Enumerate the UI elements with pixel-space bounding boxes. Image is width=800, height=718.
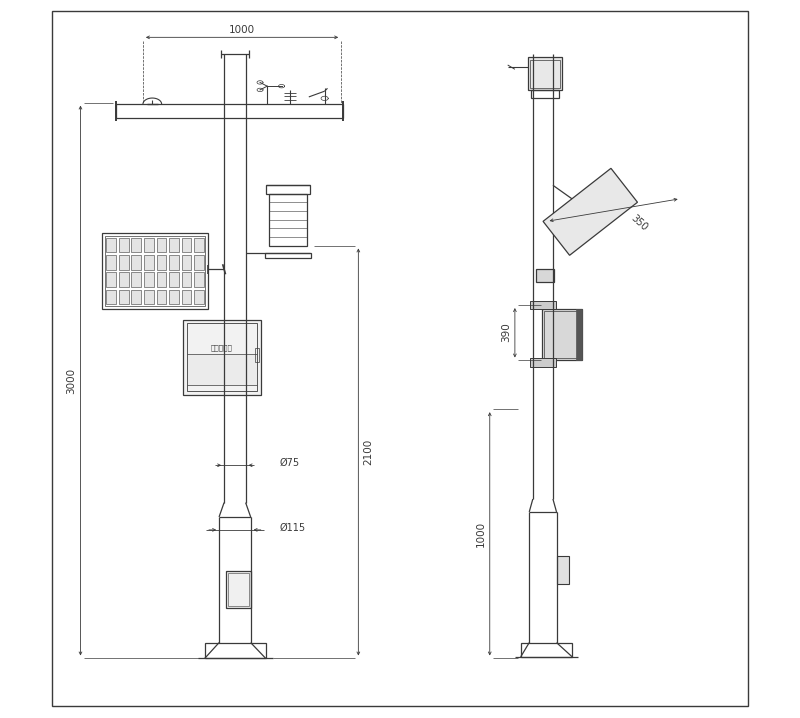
Polygon shape — [543, 168, 638, 256]
Bar — [144, 255, 154, 269]
Bar — [119, 272, 129, 287]
Text: 环境监测站: 环境监测站 — [211, 345, 233, 352]
Bar — [144, 290, 154, 304]
Bar — [131, 290, 141, 304]
Bar — [157, 255, 166, 269]
Bar — [265, 253, 311, 258]
Bar — [255, 348, 258, 362]
Bar — [530, 301, 556, 309]
Bar — [194, 290, 204, 304]
Bar — [169, 290, 179, 304]
Bar — [105, 236, 206, 306]
Bar — [186, 354, 257, 385]
Bar — [102, 233, 208, 309]
Bar — [270, 194, 306, 246]
Bar — [186, 323, 257, 391]
Bar — [528, 57, 562, 90]
Bar — [144, 272, 154, 287]
Bar — [530, 60, 560, 88]
Bar — [119, 238, 129, 252]
Bar — [205, 643, 266, 658]
Bar — [157, 238, 166, 252]
Bar — [228, 573, 250, 606]
Bar — [144, 238, 154, 252]
Bar — [183, 320, 261, 395]
Bar — [169, 272, 179, 287]
Bar — [531, 90, 558, 98]
Text: 2100: 2100 — [363, 439, 374, 465]
Bar — [182, 272, 191, 287]
Bar — [182, 255, 191, 269]
Text: 1000: 1000 — [475, 521, 486, 546]
Bar — [537, 269, 554, 282]
Bar — [119, 290, 129, 304]
Text: Ø75: Ø75 — [279, 458, 299, 468]
Bar — [576, 309, 582, 360]
Bar — [194, 272, 204, 287]
Bar — [182, 238, 191, 252]
Bar — [106, 238, 116, 252]
Text: 3000: 3000 — [66, 368, 76, 393]
Bar — [157, 272, 166, 287]
Bar — [106, 255, 116, 269]
Bar — [131, 272, 141, 287]
Bar — [530, 358, 556, 367]
Bar — [106, 290, 116, 304]
Bar — [226, 571, 251, 608]
Text: Ø115: Ø115 — [279, 523, 306, 533]
Bar — [106, 272, 116, 287]
Bar — [131, 255, 141, 269]
Bar — [157, 290, 166, 304]
Bar — [194, 238, 204, 252]
Bar — [169, 255, 179, 269]
Text: 390: 390 — [502, 322, 511, 342]
Bar — [116, 104, 342, 118]
Bar — [542, 309, 582, 360]
Bar — [194, 255, 204, 269]
Bar — [557, 556, 570, 584]
Bar — [544, 311, 579, 358]
Bar — [131, 238, 141, 252]
Bar — [521, 643, 572, 657]
Bar — [182, 290, 191, 304]
Text: 1000: 1000 — [229, 25, 255, 35]
Bar — [169, 238, 179, 252]
Bar — [119, 255, 129, 269]
Bar — [266, 185, 310, 194]
Text: 350: 350 — [629, 213, 650, 233]
